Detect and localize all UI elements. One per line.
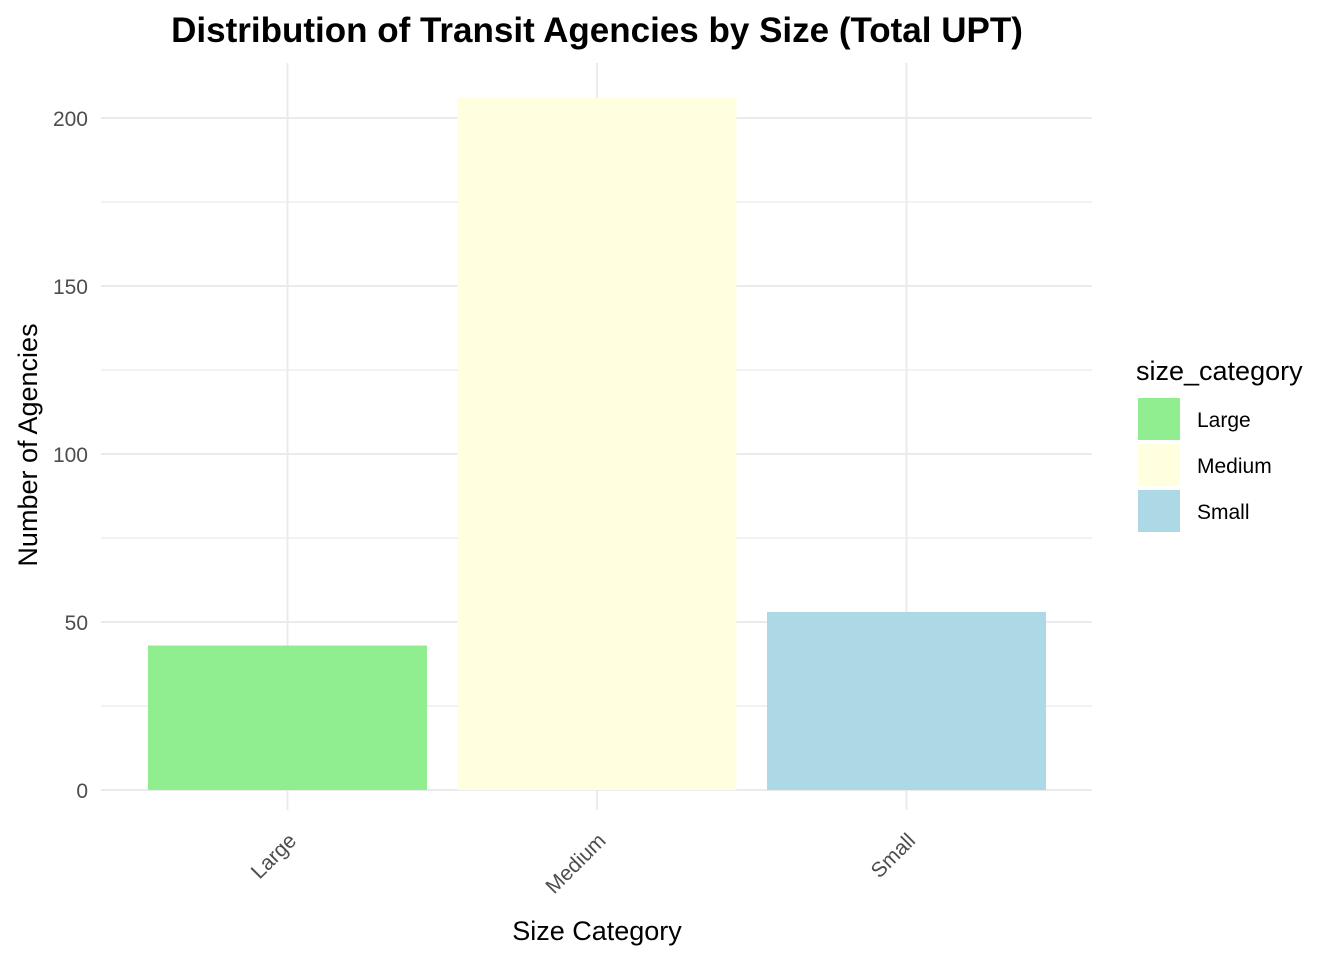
legend-label: Medium [1197, 455, 1272, 478]
y-axis-ticks: 0 50 100 150 200 [53, 108, 88, 803]
x-tick-label: Small [867, 829, 920, 882]
x-tick-label: Large [247, 829, 301, 883]
legend-label: Small [1197, 501, 1250, 524]
y-tick-label: 50 [65, 612, 88, 635]
legend-key-small [1138, 490, 1180, 532]
bar-small [767, 611, 1046, 790]
legend-title: size_category [1136, 356, 1303, 386]
y-tick-label: 150 [53, 276, 88, 299]
y-axis-title: Number of Agencies [13, 323, 43, 566]
bar-medium [457, 97, 737, 791]
legend-label: Large [1197, 409, 1251, 432]
legend-key-large [1138, 398, 1180, 440]
bar-large [148, 645, 427, 790]
x-axis-title: Size Category [512, 916, 682, 946]
legend: size_category Large Medium Small [1136, 356, 1303, 532]
chart-title: Distribution of Transit Agencies by Size… [171, 11, 1023, 50]
x-axis-ticks: Large Medium Small [247, 829, 920, 898]
y-tick-label: 100 [53, 444, 88, 467]
bars [148, 97, 1046, 791]
legend-key-medium [1138, 444, 1180, 486]
y-tick-label: 200 [53, 108, 88, 131]
y-tick-label: 0 [76, 780, 88, 803]
x-tick-label: Medium [541, 829, 610, 898]
